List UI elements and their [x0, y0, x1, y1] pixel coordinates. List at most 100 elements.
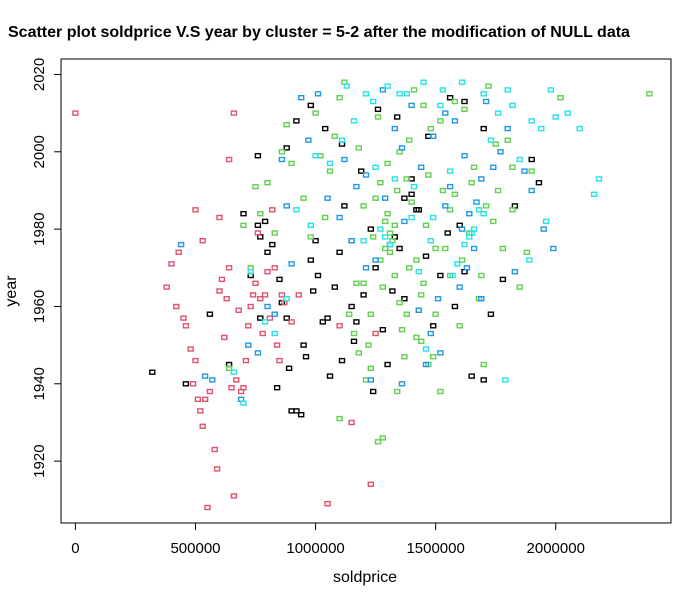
data-point [485, 83, 492, 89]
data-point [233, 377, 240, 383]
data-point [410, 183, 418, 190]
data-point [312, 237, 319, 244]
data-point [430, 323, 437, 329]
data-point [252, 280, 259, 286]
data-point [406, 265, 413, 271]
data-point [422, 253, 430, 259]
data-point [163, 284, 170, 290]
data-point [482, 98, 490, 105]
x-tick-label: 500000 [170, 540, 220, 557]
data-point [410, 87, 418, 93]
data-point [269, 207, 276, 213]
data-point [382, 218, 389, 225]
data-point [261, 319, 269, 325]
x-tick-label: 0 [71, 540, 79, 557]
plot-frame [60, 58, 672, 524]
data-point [305, 137, 312, 143]
data-point [420, 79, 427, 85]
data-point [432, 245, 439, 252]
data-point [278, 149, 286, 155]
data-point [406, 137, 413, 143]
data-point [391, 125, 398, 132]
data-point [466, 210, 473, 217]
data-point [382, 245, 389, 252]
data-point [415, 307, 422, 313]
data-point [249, 292, 257, 298]
data-point [446, 183, 454, 190]
data-point [425, 172, 432, 178]
data-point [372, 330, 379, 337]
data-point [538, 125, 545, 132]
data-point [497, 149, 504, 155]
data-point [288, 160, 295, 167]
data-point [372, 195, 379, 201]
data-point [302, 354, 310, 360]
data-point [456, 323, 463, 329]
data-point [182, 323, 190, 329]
data-point [451, 98, 459, 105]
data-point [430, 354, 437, 360]
data-point [374, 439, 382, 445]
chart-title: Scatter plot soldprice V.S year by clust… [8, 24, 630, 41]
data-point [480, 210, 487, 217]
data-point [590, 191, 598, 198]
data-point [228, 385, 235, 391]
data-point [283, 203, 290, 209]
data-point [490, 164, 497, 171]
data-point [276, 357, 283, 364]
x-axis-label: soldprice [333, 569, 397, 586]
data-point [346, 311, 353, 317]
data-point [437, 388, 444, 395]
data-point [379, 327, 386, 333]
data-point [293, 408, 300, 414]
data-point [509, 207, 516, 213]
data-point [523, 249, 531, 256]
data-point [384, 83, 391, 89]
data-point [446, 168, 454, 174]
data-point [379, 284, 386, 290]
data-point [370, 388, 377, 395]
data-point [384, 160, 391, 167]
data-point [341, 156, 348, 163]
data-point [283, 315, 290, 321]
data-point [278, 292, 286, 298]
data-point [403, 311, 410, 317]
data-point [221, 334, 228, 341]
data-point [442, 203, 449, 209]
data-point [218, 276, 226, 283]
data-point [307, 102, 314, 109]
data-point [298, 94, 305, 101]
data-point [264, 179, 271, 186]
data-point [288, 261, 295, 267]
data-point [475, 207, 483, 213]
data-point [377, 226, 384, 232]
data-point [418, 338, 425, 344]
data-point [225, 156, 233, 163]
data-point [427, 237, 434, 244]
data-point [326, 168, 334, 174]
data-point [350, 118, 358, 124]
data-point [257, 210, 264, 217]
data-point [300, 342, 307, 348]
data-point [336, 214, 343, 221]
data-point [504, 125, 511, 132]
data-point [463, 265, 471, 271]
data-point [247, 303, 254, 310]
data-point [367, 481, 374, 487]
data-point [470, 164, 478, 171]
data-point [295, 292, 302, 298]
data-point [201, 396, 209, 402]
data-point [550, 245, 557, 252]
data-point [312, 152, 319, 159]
data-point [319, 319, 326, 325]
data-point [216, 288, 223, 294]
data-point [175, 249, 182, 256]
data-point [432, 311, 439, 317]
data-point [245, 342, 252, 348]
data-point [331, 284, 338, 290]
data-point [509, 164, 516, 171]
data-point [437, 118, 444, 124]
data-point [194, 396, 202, 402]
data-point [177, 241, 185, 248]
data-point [360, 292, 367, 298]
